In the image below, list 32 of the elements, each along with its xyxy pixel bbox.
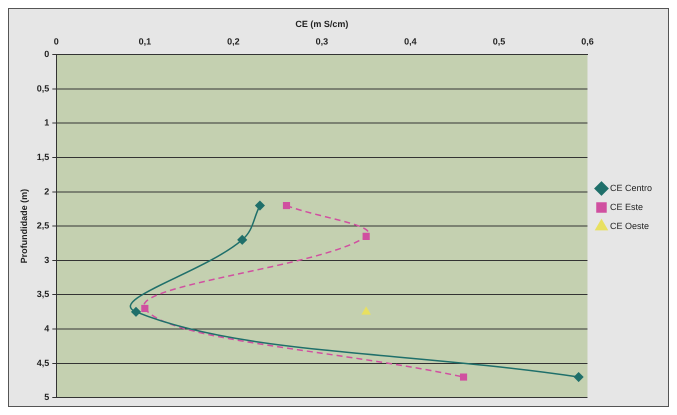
y-tick-label: 4,5	[36, 358, 50, 368]
point	[141, 304, 148, 312]
y-tick-label: 1,5	[36, 152, 50, 162]
x-tick-label: 0	[54, 36, 59, 47]
point	[282, 202, 290, 210]
x-tick-label: 0,1	[138, 36, 152, 47]
legend-label: CE Este	[610, 202, 643, 212]
x-tick-label: 0,2	[227, 36, 240, 47]
legend-label: CE Oeste	[610, 220, 649, 231]
point	[237, 235, 247, 245]
point	[362, 307, 370, 315]
y-tick-label: 3,5	[36, 289, 50, 300]
point	[255, 200, 265, 210]
x-tick-label: 0,6	[581, 36, 594, 47]
y-tick-label: 1	[44, 118, 50, 128]
point	[574, 372, 584, 382]
x-tick-label: 0,4	[404, 36, 417, 47]
point	[460, 373, 468, 381]
legend-label: CE Centro	[610, 182, 652, 193]
y-tick-label: 5	[44, 392, 50, 402]
y-tick-label: 2,5	[36, 220, 50, 231]
point	[131, 307, 141, 317]
x-axis-title: CE (m S/cm)	[295, 18, 348, 29]
y-tick-label: 3	[44, 254, 50, 265]
point	[362, 232, 370, 240]
y-tick-label: 4	[44, 323, 50, 334]
x-tick-label: 0,5	[492, 36, 506, 47]
y-tick-label: 2	[44, 186, 50, 196]
y-tick-label: 0	[44, 49, 50, 60]
y-tick-label: 0,5	[36, 83, 50, 94]
x-tick-label: 0,3	[316, 36, 328, 47]
y-axis-title: Profundidade (m)	[18, 188, 29, 264]
